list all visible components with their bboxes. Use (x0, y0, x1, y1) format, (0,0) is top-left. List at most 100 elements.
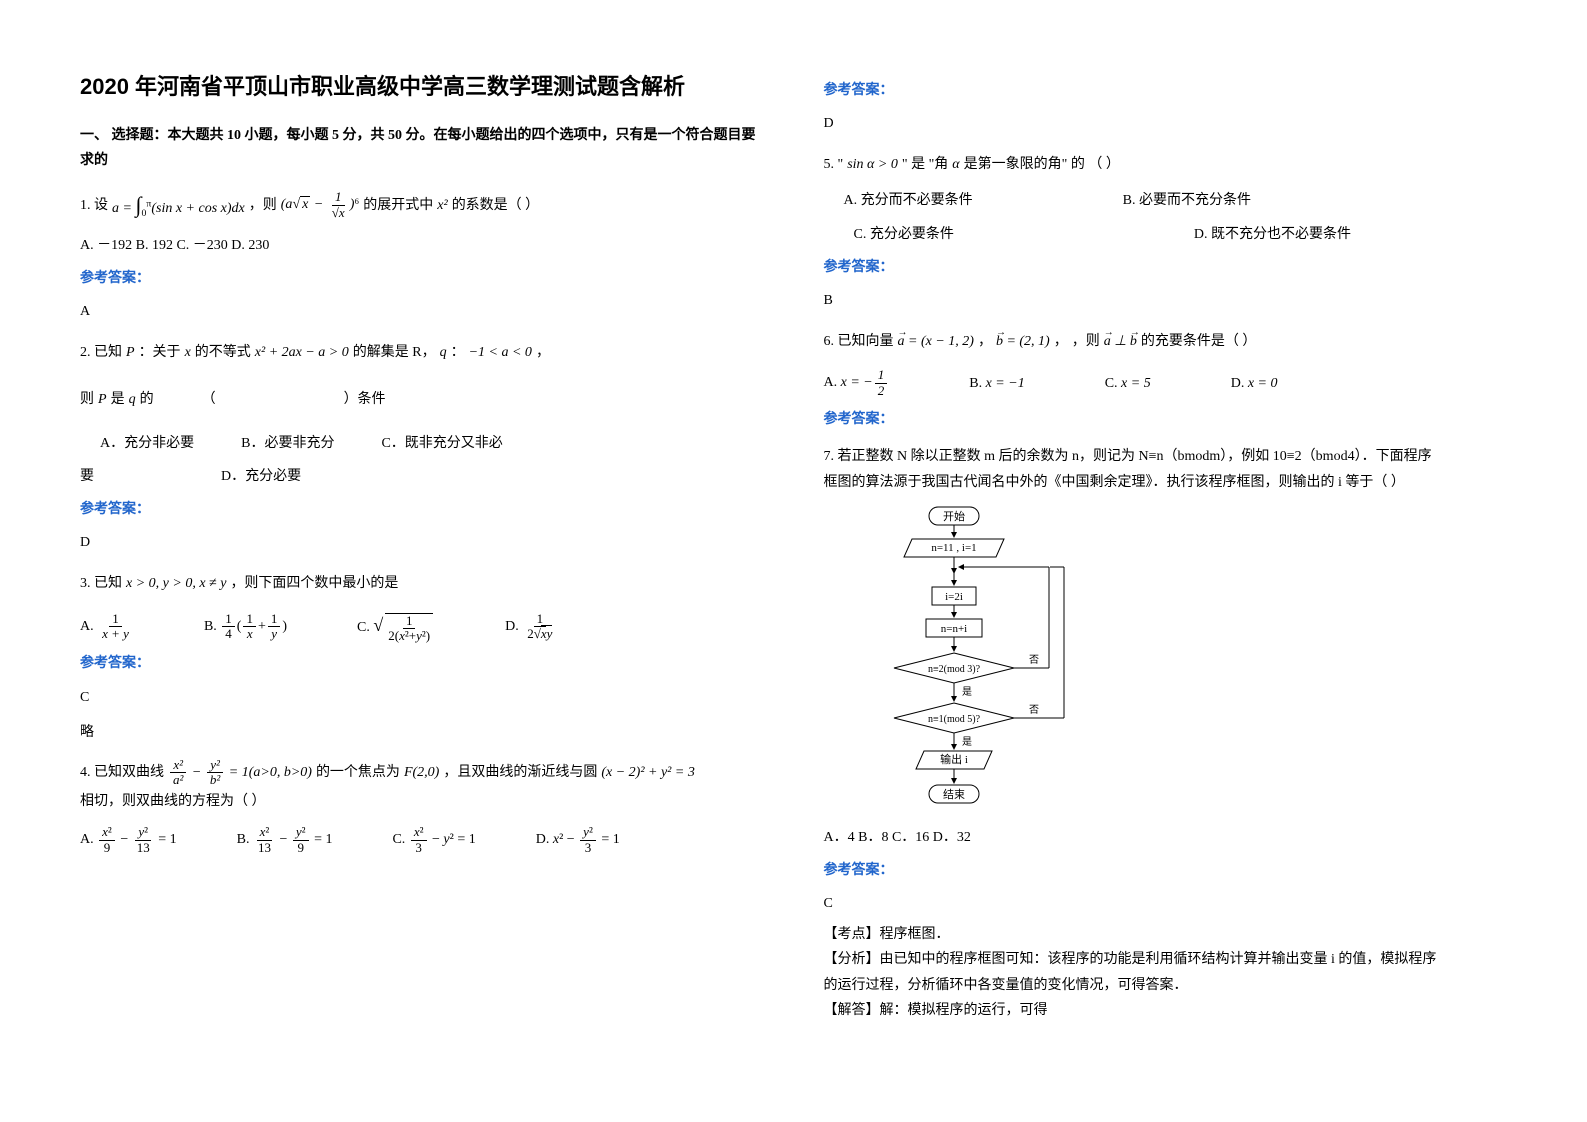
answer-label: 参考答案： (824, 78, 1508, 103)
p2-optD: D．充分必要 (221, 469, 301, 484)
p7-fx-label: 【分析】 (824, 952, 880, 967)
p5-lead: 5. " (824, 152, 844, 177)
problem-3: 3. 已知 x > 0, y > 0, x ≠ y ，则下面四个数中最小的是 A… (80, 567, 764, 745)
page-title: 2020 年河南省平顶山市职业高级中学高三数学理测试题含解析 (80, 70, 764, 103)
p2-ineqtext: 的不等式 (195, 340, 251, 365)
svg-text:是: 是 (962, 686, 972, 698)
p4-lead: 4. 已知双曲线 (80, 760, 164, 785)
p4-answer: D (824, 111, 1508, 136)
p2-ineq: x² + 2ax − a > 0 (255, 340, 349, 365)
answer-label: 参考答案： (824, 255, 1508, 280)
p4-optD: D. x² − y²3 = 1 (536, 825, 620, 855)
p7-answer: C (824, 891, 1508, 916)
p6-optB: B. x = −1 (969, 371, 1024, 396)
p2-q: q (440, 340, 447, 365)
p6-lead: 6. 已知向量 (824, 329, 894, 354)
svg-text:是: 是 (962, 736, 972, 748)
p2-p: P (126, 340, 135, 365)
answer-label: 参考答案： (824, 407, 1508, 432)
p2-comma: ， (536, 340, 550, 365)
p7-fx-text2: 的运行过程，分析循环中各变量值的变化情况，可得答案． (824, 973, 1508, 998)
answer-label: 参考答案： (80, 497, 764, 522)
p4-circle: (x − 2)² + y² = 3 (601, 760, 695, 785)
p6-perp: →a ⊥ →b (1104, 329, 1137, 354)
answer-label: 参考答案： (80, 651, 764, 676)
p2-line2c: 的 (140, 387, 154, 412)
p6-avec: →a = (x − 1, 2) (898, 329, 974, 354)
p3-optD: D. 12√xy (505, 612, 557, 642)
p2-optC: C．既非充分又非必 (381, 436, 502, 451)
p5-optC: C. 充分必要条件 (854, 222, 954, 247)
p5-cond: sin α > 0 (847, 152, 898, 177)
p5-optB: B. 必要而不充分条件 (1123, 188, 1251, 213)
problem-2: 2. 已知 P ：关于 x 的不等式 x² + 2ax − a > 0 的解集是… (80, 337, 764, 556)
p6-optA: A. x = −12 (824, 368, 890, 398)
p1-answer: A (80, 299, 764, 324)
p3-cond: x > 0, y > 0, x ≠ y (126, 571, 226, 596)
p3-optC: C. √12(x²+y²) (357, 609, 435, 643)
svg-text:n=n+i: n=n+i (940, 623, 966, 635)
p5-mid: " 是 "角 (902, 152, 948, 177)
p7-line2: 框图的算法源于我国古代闻名中外的《中国剩余定理》．执行该程序框图，则输出的 i … (824, 470, 1508, 495)
p1-formula-b: (ax − 1√x)⁶ (281, 190, 360, 220)
p1-tail2: 的系数是（ ） (452, 193, 540, 218)
svg-text:n=11 , i=1: n=11 , i=1 (931, 542, 976, 554)
right-column: 参考答案： D 5. " sin α > 0 " 是 "角 α 是第一象限的角"… (794, 60, 1538, 1062)
p7-kd-label: 【考点】 (824, 927, 880, 942)
p2-ptext: ：关于 (139, 340, 181, 365)
p7-line1: 7. 若正整数 N 除以正整数 m 后的余数为 n，则记为 N≡n（bmodm）… (824, 444, 1508, 469)
p7-kd-text: 程序框图． (880, 927, 950, 942)
p4-hyperbola: x²a² − y²b² = 1(a>0, b>0) (168, 758, 312, 788)
p2-pvar: P (98, 387, 107, 412)
svg-text:否: 否 (1029, 654, 1039, 666)
svg-text:结束: 结束 (943, 788, 965, 801)
p4-line2: 相切，则双曲线的方程为（ ） (80, 789, 764, 814)
p4-optC: C. x²3 − y² = 1 (392, 825, 475, 855)
answer-label: 参考答案： (80, 266, 764, 291)
p2-qtext: ： (451, 340, 465, 365)
p6-mid: ，则 (1072, 329, 1100, 354)
p6-sep1: ， (978, 329, 992, 354)
problem-5: 5. " sin α > 0 " 是 "角 α 是第一象限的角" 的 （ ） A… (824, 148, 1508, 313)
answer-label: 参考答案： (824, 858, 1508, 883)
p5-optA: A. 充分而不必要条件 (844, 188, 973, 213)
svg-text:i=2i: i=2i (945, 591, 963, 603)
p2-x: x (185, 340, 191, 365)
p1-formula-a: a = ∫0π(sin x + cos x)dx (112, 185, 245, 225)
p4-optA: A. x²9 − y²13 = 1 (80, 825, 177, 855)
flowchart: 开始 n=11 , i=1 i=2i n=n+i n≡2(mod 3)? (854, 505, 1508, 815)
p7-fx-text: 由已知中的程序框图可知：该程序的功能是利用循环结构计算并输出变量 i 的值，模拟… (880, 952, 1437, 967)
p2-mid: 的解集是 R， (353, 340, 436, 365)
p3-tail: ，则下面四个数中最小的是 (230, 571, 398, 596)
p2-line2d: （ (202, 387, 216, 412)
p6-tail: 的充要条件是（ ） (1141, 329, 1257, 354)
p2-line2a: 则 (80, 387, 94, 412)
problem-4: 4. 已知双曲线 x²a² − y²b² = 1(a>0, b>0) 的一个焦点… (80, 757, 764, 856)
p2-line2b: 是 (111, 387, 125, 412)
left-column: 2020 年河南省平顶山市职业高级中学高三数学理测试题含解析 一、 选择题：本大… (50, 60, 794, 1062)
p5-optD: D. 既不充分也不必要条件 (1194, 222, 1351, 247)
problem-1: 1. 设 a = ∫0π(sin x + cos x)dx ，则 (ax − 1… (80, 185, 764, 324)
p5-alpha: α (952, 152, 959, 177)
section-header: 一、 选择题：本大题共 10 小题，每小题 5 分，共 50 分。在每小题给出的… (80, 123, 764, 173)
p1-tail: 的展开式中 (363, 193, 433, 218)
svg-text:开始: 开始 (943, 509, 965, 523)
p5-tail: 是第一象限的角" 的 （ ） (964, 152, 1120, 177)
p3-answer: C (80, 685, 764, 710)
p3-abbrev: 略 (80, 720, 764, 745)
p3-optA: A. 1x + y (80, 612, 134, 642)
p6-bvec: →b = (2, 1) (996, 329, 1050, 354)
p2-qvar: q (129, 387, 136, 412)
p7-options: A．4 B．8 C．16 D．32 (824, 825, 1508, 850)
p2-answer: D (80, 530, 764, 555)
p2-lead: 2. 已知 (80, 340, 122, 365)
p2-optC2: 要 (80, 469, 94, 484)
p2-qrange: −1 < a < 0 (469, 340, 532, 365)
svg-text:n≡1(mod 5)?: n≡1(mod 5)? (927, 714, 980, 725)
p5-answer: B (824, 288, 1508, 313)
p6-optC: C. x = 5 (1105, 371, 1151, 396)
svg-text:输出 i: 输出 i (940, 752, 968, 766)
p7-jd-label: 【解答】 (824, 1003, 880, 1018)
svg-text:n≡2(mod 3)?: n≡2(mod 3)? (927, 664, 980, 675)
problem-7: 7. 若正整数 N 除以正整数 m 后的余数为 n，则记为 N≡n（bmodm）… (824, 444, 1508, 1023)
